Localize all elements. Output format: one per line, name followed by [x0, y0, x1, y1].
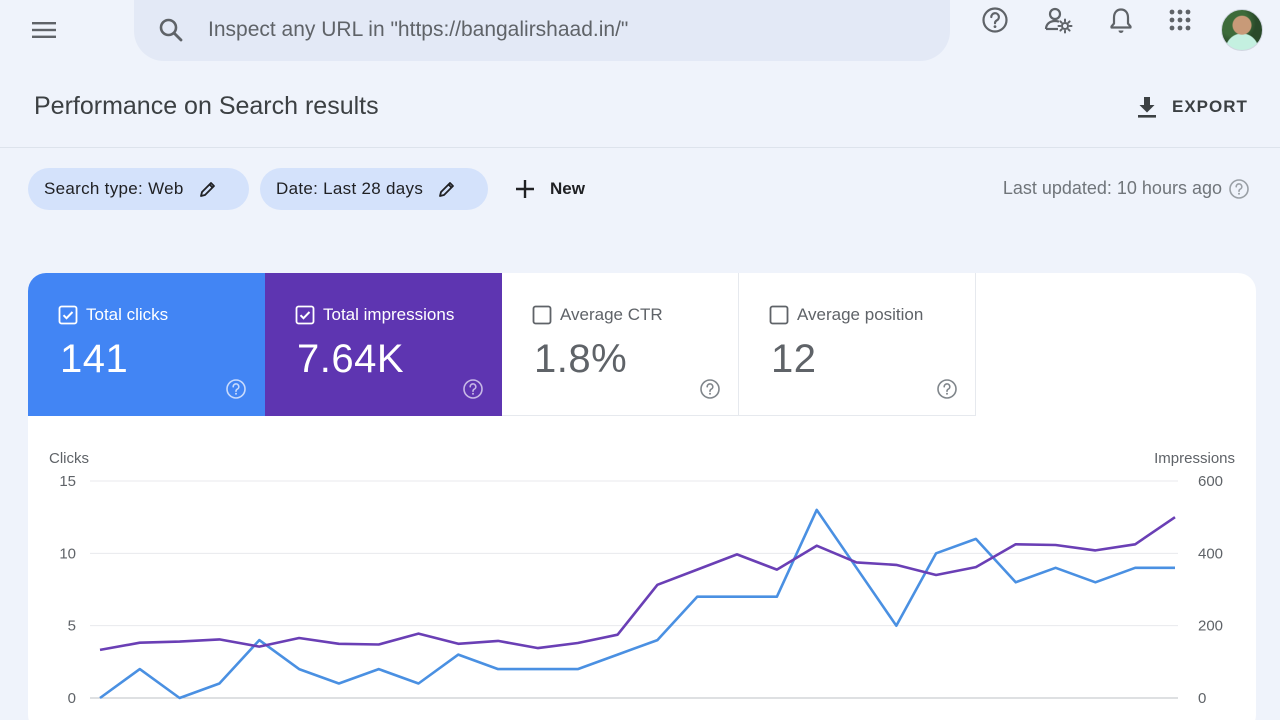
- metric-label: Total impressions: [323, 305, 455, 324]
- metric-value: 7.64K: [297, 337, 405, 381]
- metric-label: Total clicks: [86, 305, 169, 324]
- export-label: EXPORT: [1172, 97, 1248, 116]
- chart-canvas: 0 5 10 15 0 200 400 600: [59, 473, 1223, 707]
- checkbox-checked-icon[interactable]: [58, 305, 78, 325]
- left-axis-title: Clicks: [49, 450, 89, 467]
- left-axis-tick-label: 5: [68, 618, 76, 635]
- left-axis-tick-label: 15: [59, 473, 76, 490]
- right-axis-tick-label: 0: [1198, 690, 1206, 707]
- metric-average-ctr[interactable]: Average CTR 1.8%: [502, 273, 739, 416]
- download-icon: [1138, 97, 1156, 118]
- help-icon[interactable]: [699, 378, 721, 400]
- impressions-series-line: [99, 516, 1176, 652]
- help-icon[interactable]: [1228, 178, 1250, 200]
- right-axis-tick-label: 200: [1198, 618, 1223, 635]
- manage-users-button[interactable]: [1038, 0, 1078, 40]
- metric-label: Average position: [797, 305, 924, 324]
- search-icon[interactable]: [156, 15, 186, 45]
- search-bar[interactable]: [134, 0, 950, 61]
- export-button[interactable]: EXPORT: [1134, 94, 1248, 120]
- metric-total-impressions[interactable]: Total impressions 7.64K: [265, 273, 502, 416]
- metric-label: Average CTR: [560, 305, 663, 324]
- checkbox-unchecked-icon[interactable]: [532, 305, 552, 325]
- notifications-button[interactable]: [1101, 0, 1141, 40]
- plus-icon: [516, 180, 534, 198]
- checkbox-unchecked-icon[interactable]: [769, 305, 789, 325]
- date-range-label: Date: Last 28 days: [276, 179, 424, 198]
- performance-chart[interactable]: Clicks Impressions 0 5 10 15 0 200 400 600: [28, 433, 1256, 720]
- help-icon: [982, 7, 1008, 33]
- right-axis-tick-label: 400: [1198, 545, 1223, 562]
- right-axis-title: Impressions: [1154, 450, 1235, 467]
- url-inspect-input[interactable]: [208, 14, 908, 46]
- metric-value: 1.8%: [534, 337, 628, 381]
- help-icon[interactable]: [462, 378, 484, 400]
- left-axis-tick-label: 10: [59, 545, 76, 562]
- page-title: Performance on Search results: [34, 92, 379, 120]
- help-icon[interactable]: [936, 378, 958, 400]
- manage-users-icon: [1044, 7, 1073, 34]
- date-range-chip[interactable]: Date: Last 28 days: [260, 168, 488, 210]
- top-bar: [0, 0, 1280, 64]
- menu-icon: [32, 22, 56, 38]
- search-type-label: Search type: Web: [44, 179, 184, 198]
- avatar[interactable]: [1221, 9, 1263, 51]
- metric-total-clicks[interactable]: Total clicks 141: [28, 273, 265, 416]
- metric-value: 12: [771, 337, 817, 381]
- search-type-chip[interactable]: Search type: Web: [28, 168, 249, 210]
- performance-card: Total clicks 141 Total impressions 7.64K: [28, 273, 1256, 720]
- right-axis-tick-label: 600: [1198, 473, 1223, 490]
- left-axis-tick-label: 0: [68, 690, 76, 707]
- apps-button[interactable]: [1160, 0, 1200, 40]
- clicks-series-line: [99, 508, 1175, 700]
- last-updated-text: Last updated: 10 hours ago: [1002, 178, 1222, 198]
- metric-average-position[interactable]: Average position 12: [739, 273, 976, 416]
- bell-icon: [1110, 8, 1132, 33]
- new-filter-label: New: [550, 179, 585, 198]
- help-icon[interactable]: [225, 378, 247, 400]
- new-filter-button[interactable]: New: [512, 168, 585, 210]
- filter-bar: Search type: Web Date: Last 28 days New …: [0, 168, 1280, 210]
- checkbox-checked-icon[interactable]: [295, 305, 315, 325]
- page-header: Performance on Search results EXPORT: [0, 64, 1280, 148]
- apps-grid-icon: [1169, 9, 1191, 31]
- help-button[interactable]: [975, 0, 1015, 40]
- pencil-icon: [199, 182, 215, 197]
- menu-button[interactable]: [24, 14, 64, 46]
- metric-value: 141: [60, 337, 129, 381]
- pencil-icon: [439, 182, 455, 197]
